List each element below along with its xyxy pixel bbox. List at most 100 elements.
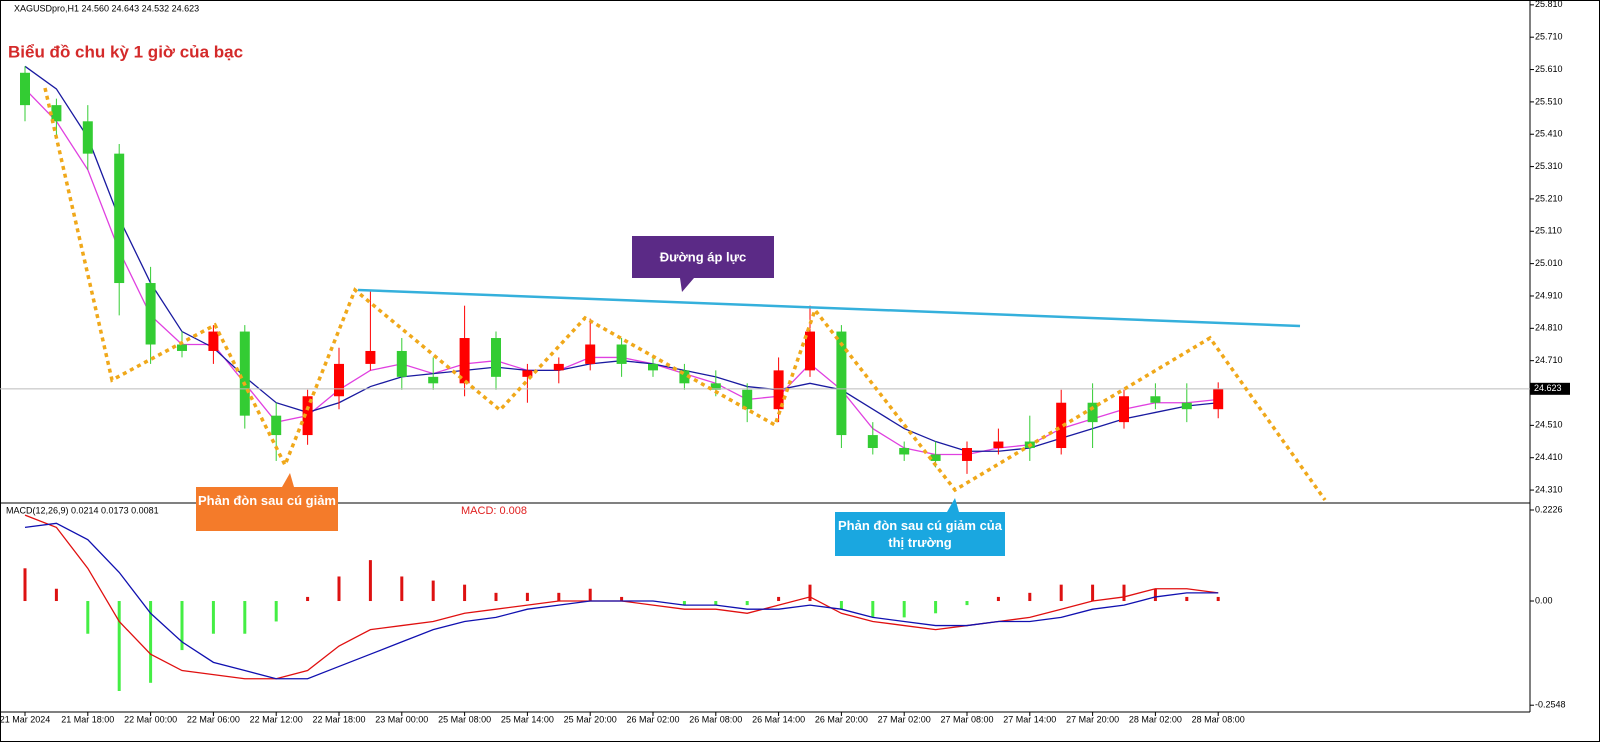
x-tick-label: 28 Mar 02:00 <box>1129 714 1182 724</box>
histogram-bar <box>934 601 938 614</box>
resistance-line <box>357 288 1301 328</box>
histogram-bar <box>306 596 310 602</box>
price-tag-label: 24.623 <box>1534 383 1562 393</box>
candle-body <box>1213 388 1224 410</box>
histogram-bar <box>557 592 561 602</box>
histogram-bar <box>1091 584 1095 602</box>
candle-body <box>302 396 313 436</box>
y-tick-label: 25.610 <box>1535 64 1563 74</box>
y-tick-label: 25.410 <box>1535 129 1563 139</box>
candle-body <box>899 448 910 455</box>
x-tick-label: 27 Mar 08:00 <box>940 714 993 724</box>
callout-wrap: Phản đòn sau cú giảm của thị trường <box>838 518 1002 550</box>
histogram-bar <box>620 596 624 602</box>
candle-body <box>365 350 376 364</box>
x-tick-label: 23 Mar 00:00 <box>375 714 428 724</box>
histogram-bar <box>180 601 184 651</box>
x-tick-label: 21 Mar 18:00 <box>61 714 114 724</box>
histogram-bar <box>54 588 58 602</box>
histogram-bar <box>400 576 404 602</box>
histogram-bar <box>117 601 121 691</box>
callout-box <box>835 498 1005 556</box>
histogram-bar <box>149 601 153 683</box>
candle-body <box>82 121 93 154</box>
candle-body <box>114 153 125 284</box>
histogram-bar <box>431 580 435 602</box>
y-tick-label: 0.2226 <box>1535 504 1563 514</box>
indicator-header: MACD(12,26,9) 0.0214 0.0173 0.0081 <box>6 505 159 515</box>
histogram-bar <box>463 584 467 602</box>
candle-body <box>20 72 30 106</box>
y-tick-label: 25.510 <box>1535 96 1563 106</box>
y-tick-label: 25.010 <box>1535 258 1563 268</box>
candle-body <box>1119 396 1129 423</box>
candle-body <box>459 338 470 384</box>
candle-body <box>208 331 219 351</box>
x-tick-label: 22 Mar 12:00 <box>250 714 303 724</box>
y-tick-label: -0.2548 <box>1535 700 1566 710</box>
callout-box <box>196 473 338 531</box>
y-tick-label: 24.910 <box>1535 290 1563 300</box>
histogram-bar <box>965 601 969 606</box>
y-tick-label: 25.110 <box>1535 226 1562 236</box>
candle-body <box>616 344 627 364</box>
y-tick-label: 25.810 <box>1535 0 1563 9</box>
x-tick-label: 27 Mar 02:00 <box>878 714 931 724</box>
candle-body <box>239 331 250 416</box>
candle-body <box>993 441 1004 449</box>
x-tick-label: 27 Mar 20:00 <box>1066 714 1119 724</box>
x-tick-label: 25 Mar 14:00 <box>501 714 554 724</box>
candle-body <box>648 363 658 371</box>
candle-body <box>334 363 344 397</box>
histogram-bar <box>745 601 749 606</box>
y-tick-label: 24.710 <box>1535 355 1563 365</box>
y-tick-label: 24.310 <box>1535 484 1563 494</box>
histogram-bar <box>86 601 90 634</box>
y-tick-label: 24.410 <box>1535 452 1563 462</box>
callout-box <box>632 236 774 292</box>
histogram-bar <box>23 568 27 602</box>
candle-body <box>1087 402 1098 423</box>
x-tick-label: 22 Mar 18:00 <box>312 714 365 724</box>
candle-body <box>679 370 690 384</box>
x-tick-label: 26 Mar 14:00 <box>752 714 805 724</box>
y-tick-label: 25.210 <box>1535 193 1563 203</box>
x-tick-label: 27 Mar 14:00 <box>1003 714 1056 724</box>
histogram-bar <box>902 601 906 618</box>
x-tick-label: 26 Mar 20:00 <box>815 714 868 724</box>
y-tick-label: 25.710 <box>1535 32 1563 42</box>
x-tick-label: 21 Mar 2024 <box>0 714 50 724</box>
histogram-bar <box>1028 592 1032 602</box>
candle-body <box>396 350 407 377</box>
callout-wrap: Phản đòn sau cú giảm <box>198 493 336 508</box>
candle-body <box>177 344 187 351</box>
candle-body <box>428 376 439 384</box>
candle-body <box>1181 402 1192 410</box>
candle-body <box>271 415 282 436</box>
candle-body <box>773 370 784 410</box>
callout-text: Phản đòn sau cú giảm của thị trường <box>838 518 1002 550</box>
x-tick-label: 25 Mar 20:00 <box>564 714 617 724</box>
histogram-bar <box>243 601 247 634</box>
x-tick-label: 28 Mar 08:00 <box>1192 714 1245 724</box>
histogram-bar <box>1216 596 1220 602</box>
histogram-bar <box>1122 584 1126 602</box>
candle-body <box>742 389 753 410</box>
histogram-bar <box>494 592 498 602</box>
histogram-bar <box>1185 596 1189 602</box>
y-tick-label: 24.510 <box>1535 420 1563 430</box>
candle-body <box>491 338 501 377</box>
chart-title: Biểu đồ chu kỳ 1 giờ của bạc <box>8 42 243 61</box>
x-tick-label: 25 Mar 08:00 <box>438 714 491 724</box>
histogram-bar <box>777 596 781 602</box>
histogram-bar <box>337 576 341 602</box>
histogram-bar <box>525 592 529 602</box>
symbol-header: XAGUSDpro,H1 24.560 24.643 24.532 24.623 <box>14 3 199 13</box>
histogram-bar <box>871 601 875 618</box>
histogram-bar <box>211 601 215 634</box>
candle-body <box>710 383 721 390</box>
plot-layer <box>0 65 1530 691</box>
price-tag <box>1530 382 1570 395</box>
candle-body <box>585 344 596 364</box>
